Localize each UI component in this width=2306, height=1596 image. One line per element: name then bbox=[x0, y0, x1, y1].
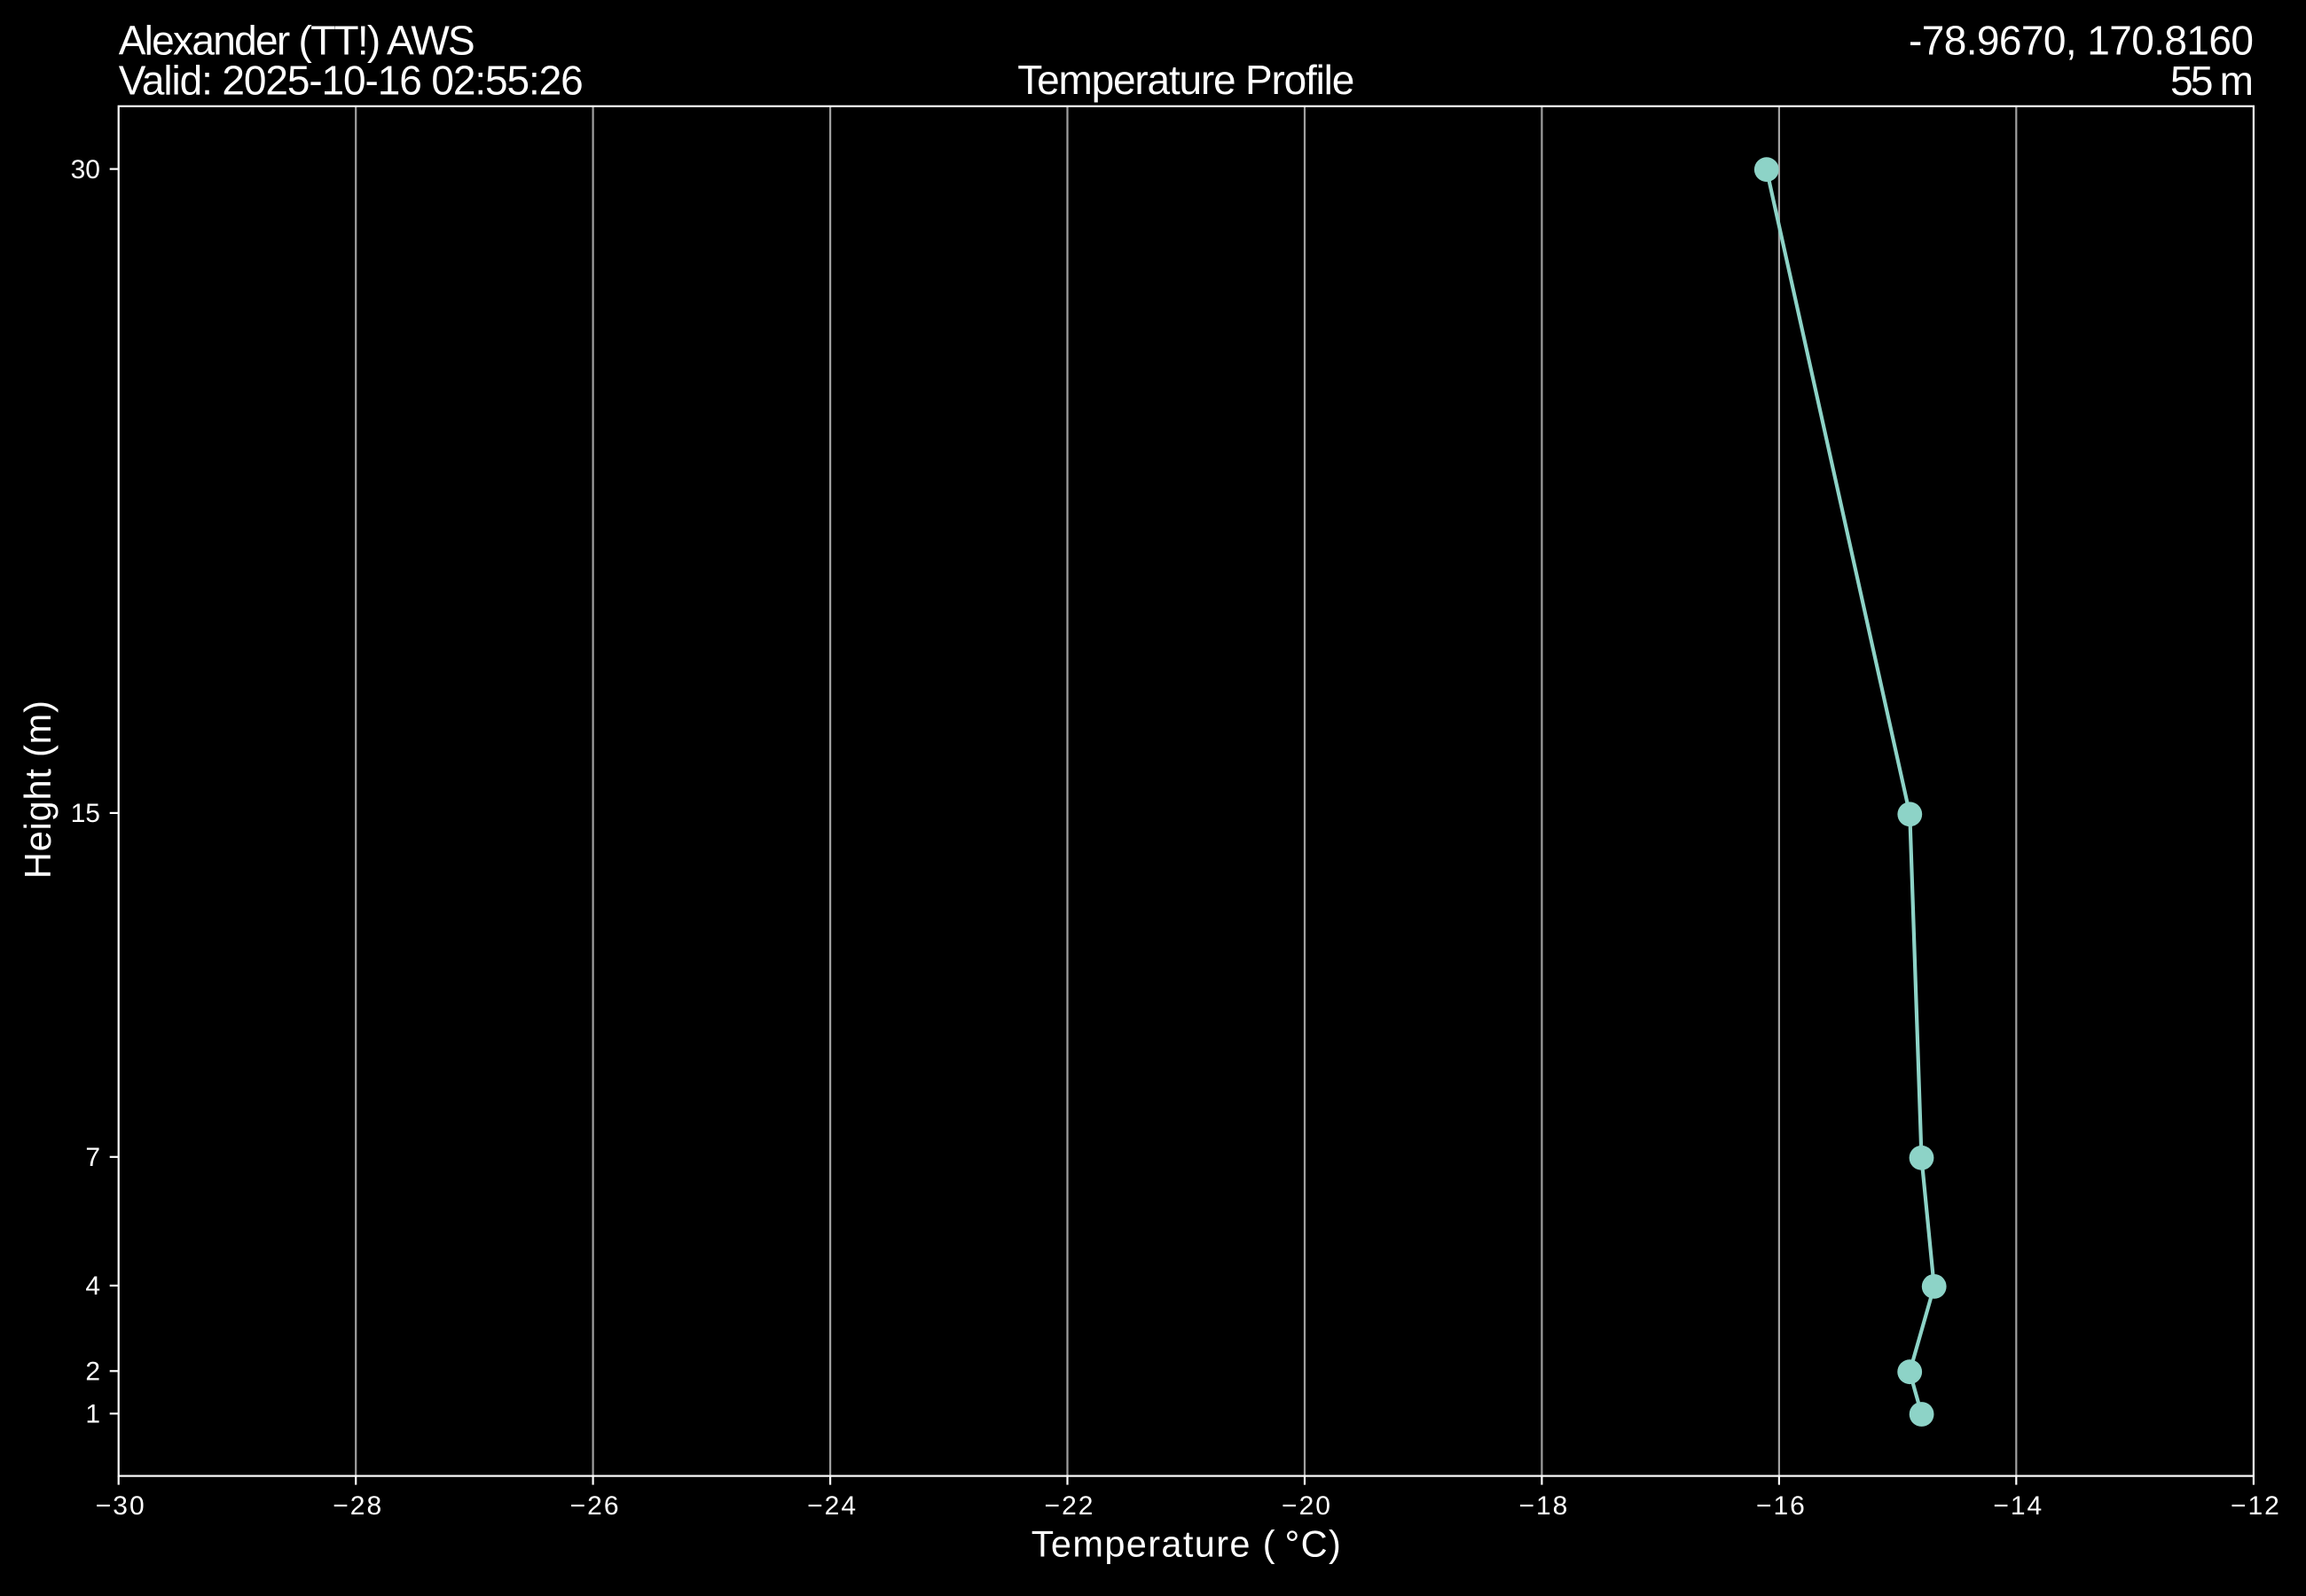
svg-text:Valid: 2025-10-16 02:55:26: Valid: 2025-10-16 02:55:26 bbox=[119, 57, 584, 103]
svg-text:−26: −26 bbox=[570, 1491, 621, 1521]
svg-text:55 m: 55 m bbox=[2170, 58, 2254, 104]
svg-text:−24: −24 bbox=[807, 1491, 858, 1521]
svg-text:−30: −30 bbox=[96, 1491, 146, 1521]
svg-text:Height (m): Height (m) bbox=[17, 700, 59, 879]
svg-text:-78.9670, 170.8160: -78.9670, 170.8160 bbox=[1909, 18, 2254, 64]
svg-text:Alexander (TT!) AWS: Alexander (TT!) AWS bbox=[119, 18, 475, 64]
svg-text:Temperature ( °C): Temperature ( °C) bbox=[1031, 1523, 1341, 1565]
svg-text:−18: −18 bbox=[1518, 1491, 1569, 1521]
svg-text:30: 30 bbox=[71, 155, 100, 184]
svg-text:−22: −22 bbox=[1045, 1491, 1095, 1521]
svg-text:−16: −16 bbox=[1756, 1491, 1807, 1521]
svg-text:2: 2 bbox=[85, 1357, 100, 1387]
svg-text:4: 4 bbox=[85, 1271, 100, 1301]
svg-text:−20: −20 bbox=[1282, 1491, 1332, 1521]
svg-text:1: 1 bbox=[85, 1400, 100, 1429]
svg-text:−28: −28 bbox=[333, 1491, 383, 1521]
svg-text:−14: −14 bbox=[1993, 1491, 2043, 1521]
svg-text:15: 15 bbox=[71, 799, 100, 828]
svg-text:−12: −12 bbox=[2231, 1491, 2281, 1521]
svg-text:Temperature Profile: Temperature Profile bbox=[1017, 57, 1354, 103]
svg-text:7: 7 bbox=[85, 1143, 100, 1172]
